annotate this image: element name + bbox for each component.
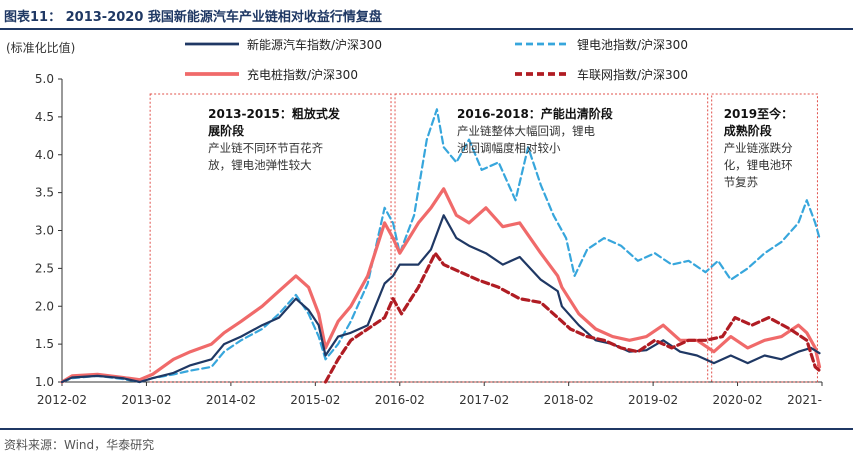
phase-title: 2013-2015：粗放式发 [208,106,341,121]
y-tick-label: 1.0 [35,375,54,389]
x-tick-label: 2012-02 [37,393,87,407]
source-note: 资料来源：Wind，华泰研究 [4,438,155,452]
phase-title: 成熟阶段 [724,123,773,138]
x-tick-label: 2019-02 [628,393,678,407]
relative-return-chart: (标准化比值) 1.0 1.5 2.0 2.5 3.0 3.5 4.0 4.5 5.0 2012-… [6,37,823,407]
x-tick-label: 2021- [787,393,822,407]
phase-box [394,93,709,383]
y-axis-label: (标准化比值) [6,40,75,55]
x-tick-label: 2015-02 [290,393,340,407]
series-line [60,108,821,384]
series-line [60,214,821,384]
phase-box [149,93,392,383]
legend-label: 充电桩指数/沪深300 [247,67,358,82]
y-tick-label: 3.5 [35,186,54,200]
figure-footer: 资料来源：Wind，华泰研究 [0,428,853,454]
phase-box [711,93,818,383]
phase-title: 展阶段 [208,123,245,138]
phase-description: 化，锂电池环 [724,158,793,172]
phase-description: 产业链涨跌分 [724,141,793,155]
phase-title: 2016-2018：产能出清阶段 [457,106,614,121]
x-tick-label: 2020-02 [712,393,762,407]
y-tick-label: 3.0 [35,224,54,238]
y-tick-label: 5.0 [35,72,54,86]
y-tick-label: 4.0 [35,148,54,162]
x-tick-label: 2016-02 [375,393,425,407]
phase-title: 2019至今： [724,106,793,121]
series-line [323,251,822,384]
x-tick-label: 2013-02 [121,393,171,407]
x-tick-label: 2017-02 [459,393,509,407]
x-tick-label: 2018-02 [544,393,594,407]
phase-description: 放，锂电池弹性较大 [208,158,312,172]
legend-label: 锂电池指数/沪深300 [577,37,688,52]
y-tick-label: 1.5 [35,337,54,351]
y-tick-label: 2.0 [35,299,54,313]
y-tick-label: 2.5 [35,261,54,275]
phase-description: 产业链整体大幅回调，锂电 [457,124,595,138]
phase-description: 池回调幅度相对较小 [457,141,561,155]
legend-label: 车联网指数/沪深300 [577,67,688,82]
figure-header: 图表11： 2013-2020 我国新能源汽车产业链相对收益行情复盘 [0,0,853,30]
legend-label: 新能源汽车指数/沪深300 [247,37,382,52]
phase-description: 节复苏 [724,175,759,189]
phase-description: 产业链不同环节百花齐 [208,141,323,155]
x-tick-label: 2014-02 [206,393,256,407]
series-line [60,187,822,384]
y-tick-label: 4.5 [35,110,54,124]
figure-title: 图表11： 2013-2020 我国新能源汽车产业链相对收益行情复盘 [4,10,382,25]
